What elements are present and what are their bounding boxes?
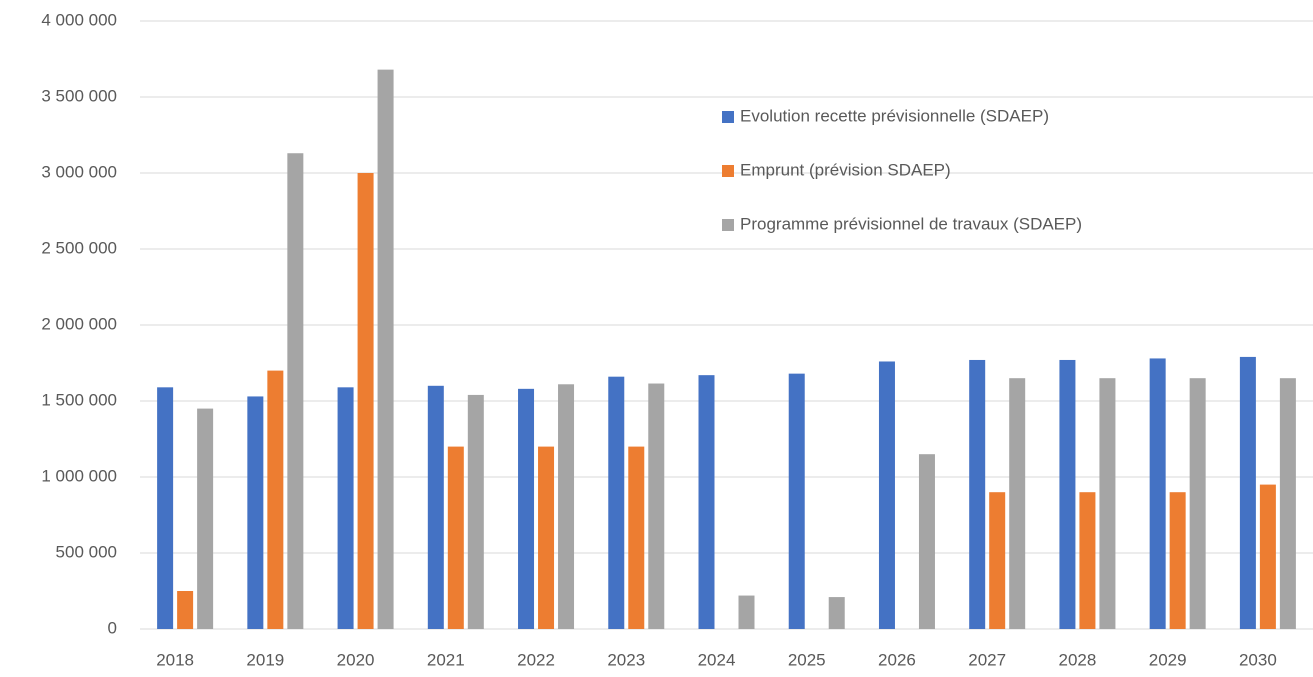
bar	[1009, 378, 1026, 629]
legend-label: Programme prévisionnel de travaux (SDAEP…	[740, 214, 1082, 233]
legend-swatch	[722, 165, 734, 177]
bar	[1279, 378, 1296, 629]
x-tick-label: 2023	[607, 650, 645, 669]
bar	[1079, 492, 1096, 629]
y-tick-label: 2 000 000	[41, 314, 117, 333]
x-tick-label: 2021	[427, 650, 465, 669]
y-tick-label: 3 000 000	[41, 162, 117, 181]
bar	[918, 454, 935, 629]
bar	[828, 597, 845, 629]
x-tick-label: 2026	[878, 650, 916, 669]
x-tick-label: 2029	[1149, 650, 1187, 669]
y-tick-label: 4 000 000	[41, 10, 117, 29]
bar	[1189, 378, 1206, 629]
bar	[878, 361, 895, 629]
legend-label: Emprunt (prévision SDAEP)	[740, 160, 951, 179]
x-tick-label: 2030	[1239, 650, 1277, 669]
y-tick-label: 0	[108, 618, 117, 637]
bar	[357, 173, 374, 629]
x-tick-label: 2020	[337, 650, 375, 669]
bar	[427, 385, 444, 629]
legend-label: Evolution recette prévisionnelle (SDAEP)	[740, 106, 1049, 125]
x-tick-label: 2018	[156, 650, 194, 669]
bar	[377, 69, 394, 629]
y-tick-label: 500 000	[56, 542, 117, 561]
y-tick-label: 1 500 000	[41, 390, 117, 409]
x-tick-label: 2027	[968, 650, 1006, 669]
bar	[628, 446, 645, 629]
bar	[1169, 492, 1186, 629]
y-tick-label: 2 500 000	[41, 238, 117, 257]
bar	[558, 384, 575, 629]
bar	[969, 359, 986, 629]
bar	[1059, 359, 1076, 629]
bar	[1099, 378, 1116, 629]
bar	[1259, 484, 1276, 629]
y-tick-label: 3 500 000	[41, 86, 117, 105]
y-tick-label: 1 000 000	[41, 466, 117, 485]
bar	[738, 595, 755, 629]
bar	[247, 396, 264, 629]
legend-swatch	[722, 111, 734, 123]
bar	[197, 408, 214, 629]
x-tick-label: 2022	[517, 650, 555, 669]
legend-swatch	[722, 219, 734, 231]
x-tick-label: 2024	[698, 650, 736, 669]
bar	[467, 394, 484, 629]
bar	[1239, 356, 1256, 629]
x-tick-label: 2019	[246, 650, 284, 669]
bar	[698, 375, 715, 629]
x-tick-label: 2028	[1059, 650, 1097, 669]
bar	[608, 376, 625, 629]
bar	[157, 387, 174, 629]
x-tick-label: 2025	[788, 650, 826, 669]
bar	[177, 591, 194, 629]
bar	[648, 383, 665, 629]
bar	[337, 387, 354, 629]
bar	[287, 153, 304, 630]
bar	[267, 370, 284, 629]
bar	[518, 388, 535, 629]
bar	[538, 446, 555, 629]
bar	[788, 373, 805, 629]
bar	[989, 492, 1006, 629]
bar	[1149, 358, 1166, 629]
bar	[447, 446, 464, 629]
